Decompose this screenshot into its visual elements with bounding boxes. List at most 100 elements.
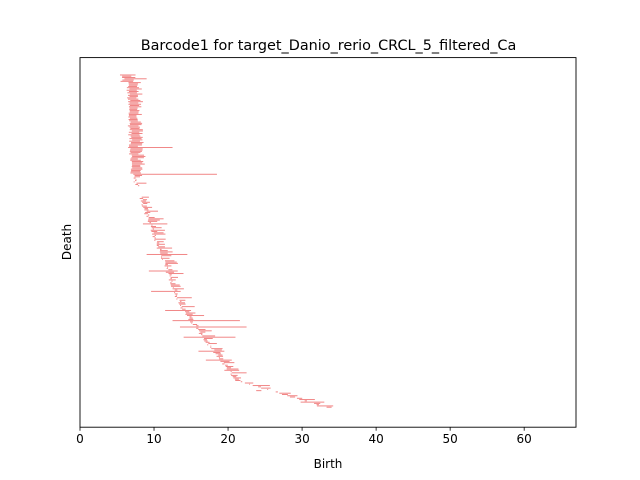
barcode-bar (133, 177, 136, 179)
barcode-bar (175, 294, 178, 296)
barcode-bar (178, 302, 185, 304)
barcode-bar (129, 150, 142, 152)
barcode-bar (231, 372, 247, 374)
barcode-bar (192, 323, 198, 325)
barcode-bar (129, 122, 143, 124)
barcode-bar (179, 303, 186, 305)
barcode-bar (128, 147, 173, 149)
barcode-bar (215, 353, 221, 355)
barcode-bar (129, 105, 140, 106)
barcode-bar (172, 288, 184, 290)
barcode-bar (165, 309, 192, 311)
barcode-bar (186, 315, 205, 317)
barcode-bar (165, 271, 175, 273)
barcode-bar (232, 376, 237, 378)
barcode-bar (130, 152, 141, 154)
barcode-bar (128, 134, 140, 136)
barcode-bar (179, 299, 186, 301)
barcode-bar (180, 301, 182, 303)
x-axis-ticks: 0 10 20 30 40 50 60 (76, 427, 532, 446)
barcode-bar (152, 233, 166, 235)
x-tick-label: 60 (517, 432, 532, 446)
barcode-bar (148, 270, 178, 272)
barcode-bar (128, 84, 138, 86)
barcode-bar (127, 94, 138, 96)
barcode-bar (316, 405, 334, 407)
barcode-bar (156, 245, 159, 247)
barcode-bar (128, 101, 143, 103)
barcode-bar (135, 178, 137, 180)
barcode-bar (141, 196, 149, 198)
barcode-bar (129, 138, 142, 140)
barcode-bar (154, 238, 166, 240)
barcode-bar (207, 344, 209, 346)
barcode-bar (157, 241, 164, 243)
barcode-bar (211, 348, 223, 350)
barcode-bar (147, 220, 158, 222)
barcode-bar (202, 335, 216, 337)
barcode-bar (131, 136, 143, 138)
barcode-bar (130, 168, 143, 170)
barcode-bar (180, 304, 182, 306)
barcode-bar (128, 144, 142, 146)
plot-frame (79, 57, 577, 428)
barcode-bar (150, 229, 165, 231)
x-tick-label: 30 (294, 432, 309, 446)
barcode-bar (128, 106, 142, 108)
barcode-bar (132, 167, 143, 169)
barcode-bar (124, 78, 147, 80)
barcode-bar (140, 200, 146, 202)
barcode-bar (129, 140, 140, 142)
barcode-bar (133, 173, 217, 175)
barcode-bar (129, 120, 138, 122)
barcode-bar (151, 227, 162, 229)
barcode-bar (135, 180, 137, 182)
barcode-bar (205, 359, 232, 361)
barcode-bar (230, 371, 232, 373)
barcode-bar (166, 267, 168, 269)
barcode-bar (126, 89, 137, 91)
barcode-bar (152, 236, 155, 238)
barcode-bar (148, 217, 155, 219)
barcode-bar (234, 378, 239, 380)
barcode-bar (146, 210, 158, 212)
barcode-bar (198, 329, 206, 331)
barcode-bar (134, 175, 143, 177)
barcode-bar (152, 228, 154, 230)
barcode-bar (130, 159, 141, 161)
barcode-bar (131, 133, 143, 134)
barcode-bar (210, 346, 212, 348)
barcode-bar (128, 131, 140, 133)
barcode-bar (185, 311, 190, 313)
barcode-bar (129, 145, 138, 147)
barcode-bar (160, 248, 162, 250)
barcode-bar (131, 154, 145, 156)
barcode-bar (129, 93, 143, 95)
barcode-bar (226, 368, 239, 370)
barcode-bar (145, 211, 151, 213)
barcode-bar (129, 110, 140, 112)
barcode-bar (304, 400, 307, 402)
barcode-bar (144, 209, 149, 211)
barcode-bar (126, 87, 139, 89)
barcode-bar (196, 327, 199, 329)
barcode-bar (160, 256, 162, 258)
barcode-bar (182, 308, 186, 310)
barcode-bar (213, 351, 221, 353)
barcode-bar (156, 243, 165, 245)
barcode-bar (122, 77, 136, 78)
barcode-bar (252, 385, 270, 387)
barcode-bar (218, 358, 224, 360)
barcode-bar (142, 223, 168, 225)
barcode-bar (225, 365, 234, 367)
barcode-bar (130, 158, 138, 160)
barcode-bar (214, 349, 222, 351)
barcode-bar (216, 355, 224, 357)
barcode-bar (128, 113, 142, 115)
barcode-bar (279, 392, 291, 394)
barcode-bar (224, 369, 240, 371)
barcode-bar (127, 97, 137, 99)
barcode-bar (128, 112, 139, 114)
barcode-bar (144, 208, 148, 210)
barcode-bar (171, 285, 181, 287)
